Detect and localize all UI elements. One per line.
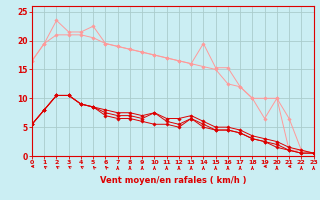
- X-axis label: Vent moyen/en rafales ( km/h ): Vent moyen/en rafales ( km/h ): [100, 176, 246, 185]
